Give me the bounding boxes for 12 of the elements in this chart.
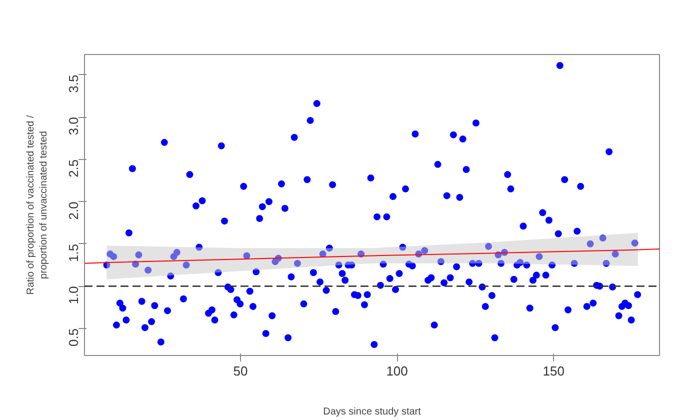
y-tick-label: 3.5 <box>66 74 81 93</box>
x-tick-label: 100 <box>386 364 408 378</box>
y-tick-label: 1.0 <box>66 286 81 304</box>
y-tick-label: 2.5 <box>66 159 81 178</box>
y-tick-label: 2.0 <box>66 202 81 220</box>
y-tick-label: 1.5 <box>66 244 81 262</box>
x-tick-label: 150 <box>542 364 565 378</box>
y-tick-label: 3.0 <box>66 117 81 136</box>
y-axis-title: Ratio of proportion of vaccinated tested / proportion of unvaccinated tested <box>25 115 50 295</box>
y-tick-label: 0.5 <box>66 328 81 347</box>
x-axis-title: Days since study start <box>323 406 422 418</box>
x-tick-label: 50 <box>233 364 248 378</box>
